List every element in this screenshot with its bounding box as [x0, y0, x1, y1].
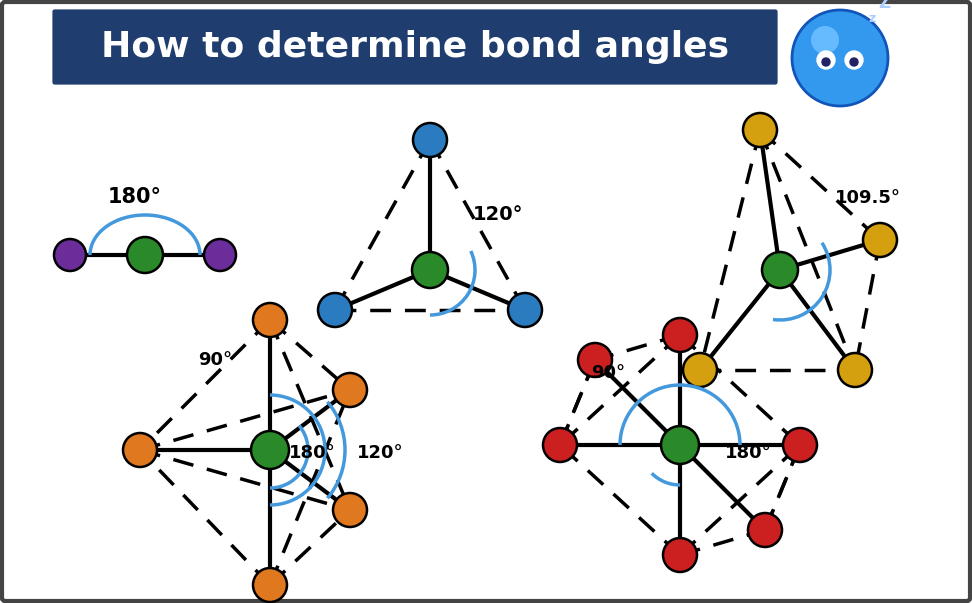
Circle shape — [253, 303, 287, 337]
Text: 120°: 120° — [472, 206, 523, 224]
Circle shape — [783, 428, 817, 462]
Text: 90°: 90° — [198, 351, 232, 369]
Circle shape — [508, 293, 542, 327]
Circle shape — [318, 293, 352, 327]
Circle shape — [817, 51, 835, 69]
Circle shape — [663, 538, 697, 572]
Circle shape — [333, 373, 367, 407]
Circle shape — [748, 513, 782, 547]
Text: 180°: 180° — [108, 187, 162, 207]
Circle shape — [811, 26, 839, 54]
Circle shape — [543, 428, 577, 462]
Circle shape — [792, 10, 888, 106]
Circle shape — [863, 223, 897, 257]
Circle shape — [251, 431, 289, 469]
Circle shape — [204, 239, 236, 271]
Circle shape — [333, 493, 367, 527]
Circle shape — [412, 252, 448, 288]
Circle shape — [743, 113, 777, 147]
Text: Z: Z — [878, 0, 890, 12]
FancyBboxPatch shape — [51, 8, 779, 86]
Circle shape — [850, 58, 858, 66]
Text: 120°: 120° — [357, 444, 403, 462]
Circle shape — [253, 568, 287, 602]
Text: z: z — [868, 12, 876, 25]
Circle shape — [127, 237, 163, 273]
Circle shape — [683, 353, 717, 387]
Circle shape — [413, 123, 447, 157]
Circle shape — [661, 426, 699, 464]
Circle shape — [845, 51, 863, 69]
Circle shape — [663, 318, 697, 352]
Circle shape — [838, 353, 872, 387]
Circle shape — [578, 343, 612, 377]
Text: 109.5°: 109.5° — [835, 189, 901, 207]
Text: 90°: 90° — [591, 364, 625, 382]
Circle shape — [54, 239, 86, 271]
Text: 180°: 180° — [289, 444, 335, 462]
Circle shape — [822, 58, 830, 66]
Circle shape — [762, 252, 798, 288]
Text: How to determine bond angles: How to determine bond angles — [101, 30, 729, 64]
Circle shape — [123, 433, 157, 467]
Text: 180°: 180° — [724, 444, 772, 462]
